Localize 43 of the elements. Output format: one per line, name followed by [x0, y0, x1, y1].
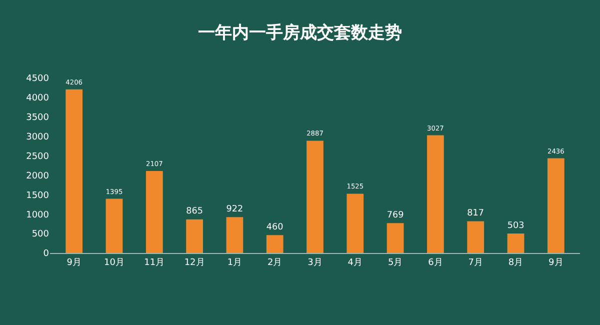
data-label: 460: [266, 222, 284, 232]
bar: [226, 217, 244, 253]
x-tick-label: 9月: [66, 258, 82, 268]
data-label: 865: [186, 206, 203, 217]
y-tick-label: 2000: [26, 171, 50, 182]
y-tick-label: 3000: [26, 132, 50, 142]
x-tick-label: 9月: [548, 258, 564, 268]
y-tick-label: 4500: [26, 74, 50, 84]
chart-title: 一年内一手房成交套数走势: [198, 22, 402, 43]
y-tick-label: 1500: [26, 190, 50, 201]
x-tick-label: 2月: [267, 258, 282, 268]
bar: [266, 235, 284, 253]
x-tick-label: 6月: [428, 258, 443, 268]
bar: [106, 198, 123, 253]
bar: [146, 171, 163, 253]
bar: [66, 89, 83, 253]
x-tick-label: 8月: [508, 258, 524, 268]
bar: [346, 194, 364, 253]
data-label: 769: [386, 210, 404, 220]
data-label: 817: [467, 208, 484, 219]
y-tick-label: 500: [32, 230, 50, 240]
x-tick-label: 10月: [104, 258, 124, 268]
bar: [547, 158, 564, 253]
bar: [507, 233, 524, 253]
y-tick-label: 2500: [26, 152, 50, 162]
y-tick-label: 3500: [26, 113, 50, 124]
x-tick-label: 4月: [348, 258, 363, 268]
x-tick-label: 12月: [184, 258, 205, 268]
y-tick-label: 1000: [26, 210, 50, 220]
x-tick-label: 5月: [388, 258, 403, 268]
x-tick-label: 11月: [144, 258, 165, 268]
x-tick-label: 3月: [308, 258, 322, 268]
bar: [427, 135, 444, 253]
bar: [186, 219, 203, 253]
data-label: 922: [226, 204, 244, 214]
y-tick-label: 4000: [26, 94, 50, 104]
bar: [467, 221, 484, 253]
bar: [386, 223, 404, 253]
x-tick-label: 7月: [468, 258, 483, 268]
y-tick-label: 0: [43, 249, 50, 260]
bar: [306, 140, 324, 253]
data-label: 503: [507, 220, 524, 231]
x-tick-label: 1月: [227, 258, 242, 268]
